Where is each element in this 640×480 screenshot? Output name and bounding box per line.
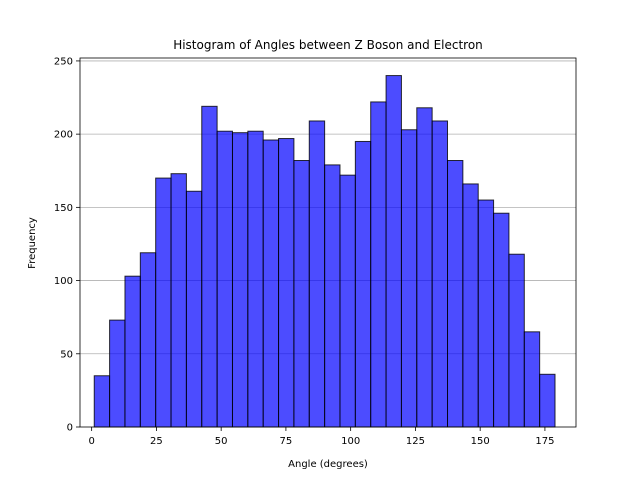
histogram-bar (370, 101, 387, 428)
chart-title: Histogram of Angles between Z Boson and … (173, 38, 483, 52)
histogram-bars (93, 75, 556, 428)
histogram-bar (462, 183, 479, 428)
histogram-bar (201, 105, 218, 428)
x-tick-label: 25 (150, 436, 163, 447)
histogram-bar (124, 275, 141, 428)
y-tick-label: 250 (54, 56, 73, 67)
histogram-bar (185, 190, 203, 428)
histogram-bar (539, 373, 556, 428)
histogram-bar (324, 164, 341, 428)
x-tick-label: 175 (535, 436, 554, 447)
y-axis-label: Frequency (27, 217, 38, 269)
histogram-bar (278, 138, 295, 428)
x-tick-label: 75 (280, 436, 293, 447)
histogram-bar (447, 160, 464, 428)
histogram-bar (170, 173, 187, 428)
x-tick-label: 0 (88, 436, 94, 447)
histogram-bar (400, 129, 418, 428)
x-tick-label: 150 (471, 436, 490, 447)
histogram-bar (155, 177, 172, 428)
y-tick-label: 200 (54, 130, 73, 141)
histogram-bar (293, 160, 310, 428)
histogram-bar (477, 199, 495, 428)
histogram-bar (508, 253, 525, 428)
histogram-bar (354, 140, 372, 428)
histogram-bar (109, 319, 126, 428)
histogram-bar (139, 252, 157, 428)
axes-frame (79, 57, 577, 428)
histogram-bar (385, 75, 402, 428)
histogram-bar (247, 130, 264, 428)
y-tick-label: 150 (54, 203, 73, 214)
histogram-bar (339, 174, 356, 428)
histogram-bar (523, 331, 541, 428)
y-tick-label: 0 (67, 423, 73, 434)
histogram-bar (262, 139, 280, 428)
x-tick-label: 100 (341, 436, 360, 447)
x-axis-label: Angle (degrees) (288, 459, 368, 470)
histogram-bar (431, 120, 449, 428)
histogram-bar (416, 107, 433, 428)
x-axis-ticks: 0 25 50 75 100 125 150 175 (88, 427, 554, 447)
histogram-bar (308, 120, 326, 428)
y-axis-ticks: 0 50 100 150 200 250 (54, 56, 80, 434)
histogram-bar (216, 130, 233, 428)
y-tick-label: 50 (60, 349, 73, 360)
x-tick-label: 50 (215, 436, 228, 447)
histogram-bar (93, 375, 111, 428)
y-tick-label: 100 (54, 276, 73, 287)
histogram-bar (493, 212, 510, 428)
x-tick-label: 125 (406, 436, 425, 447)
histogram-bar (231, 132, 249, 428)
